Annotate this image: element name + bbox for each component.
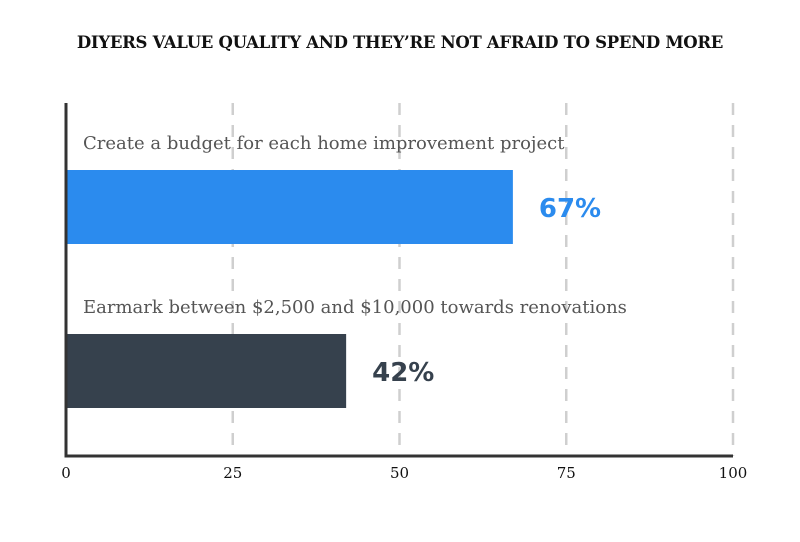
x-tick-label: 75: [557, 464, 576, 482]
value-label: 42%: [372, 358, 434, 388]
category-label: Earmark between $2,500 and $10,000 towar…: [83, 297, 627, 318]
value-label: 67%: [539, 194, 601, 224]
bar: [66, 334, 347, 408]
chart-title: DIYERS VALUE QUALITY AND THEY’RE NOT AFR…: [76, 33, 724, 52]
x-tick-label: 25: [223, 464, 242, 482]
x-tick-label: 100: [719, 464, 748, 482]
x-tick-label: 50: [390, 464, 409, 482]
x-tick-label: 0: [61, 464, 71, 482]
bar: [66, 170, 513, 244]
category-label: Create a budget for each home improvemen…: [83, 133, 565, 154]
